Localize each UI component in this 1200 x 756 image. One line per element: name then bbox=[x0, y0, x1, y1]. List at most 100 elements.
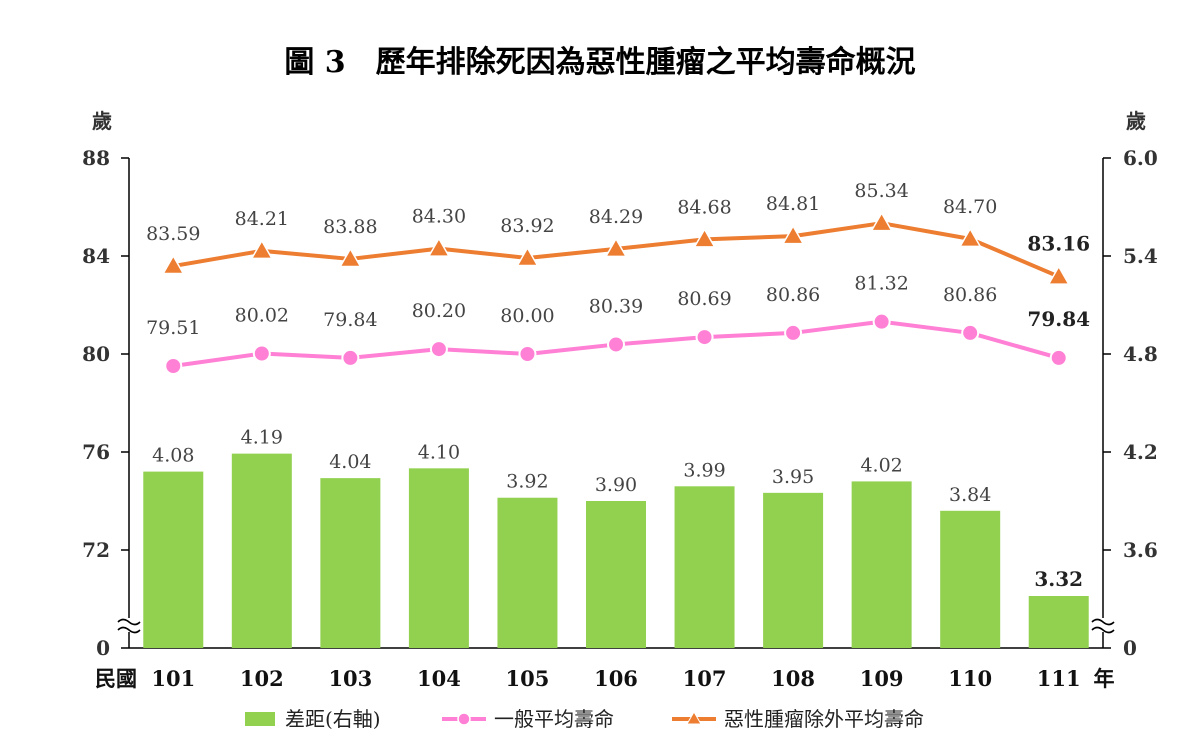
legend: 差距(右軸) 一般平均壽命 惡性腫瘤除外平均壽命 bbox=[245, 707, 924, 731]
line-value-label: 80.86 bbox=[766, 284, 820, 306]
line-value-label: 83.59 bbox=[146, 223, 200, 245]
line-series bbox=[161, 211, 1071, 376]
legend-bar-swatch bbox=[245, 712, 275, 726]
x-axis-prefix: 民國 bbox=[95, 666, 137, 691]
bar-value-label: 3.90 bbox=[595, 474, 637, 496]
bar bbox=[763, 492, 824, 648]
line-value-label: 84.70 bbox=[943, 196, 997, 218]
x-tick-label: 108 bbox=[771, 666, 815, 691]
line-point-circle bbox=[607, 335, 625, 354]
line-value-label: 79.84 bbox=[1027, 307, 1090, 331]
bar-value-label: 4.19 bbox=[241, 427, 283, 449]
right-tick-label: 0 bbox=[1123, 636, 1137, 660]
line-point-triangle bbox=[250, 239, 274, 260]
x-tick-label: 102 bbox=[240, 666, 284, 691]
x-tick-label: 109 bbox=[860, 666, 904, 691]
left-tick-label: 76 bbox=[82, 440, 110, 464]
left-tick-label: 0 bbox=[96, 636, 110, 660]
legend-circle-line-icon bbox=[442, 712, 486, 726]
line-point-triangle bbox=[1047, 265, 1071, 285]
line-value-label: 84.68 bbox=[677, 196, 731, 218]
bar-series bbox=[143, 453, 1089, 648]
x-axis-suffix: 年 bbox=[1094, 666, 1115, 691]
left-axis-break-icon bbox=[117, 618, 141, 634]
x-axis-categories: 101 102 103 104 105 106 107 108 109 110 111 bbox=[151, 666, 1080, 691]
line-point-triangle bbox=[604, 237, 628, 258]
left-axis-unit: 歲 bbox=[92, 109, 112, 133]
legend-label-general: 一般平均壽命 bbox=[494, 707, 614, 731]
left-tick-label: 84 bbox=[82, 244, 110, 268]
line-value-label: 83.16 bbox=[1027, 232, 1090, 256]
left-tick-label: 88 bbox=[82, 146, 110, 170]
bar bbox=[674, 486, 735, 648]
line-point-triangle bbox=[693, 227, 716, 248]
line-point-circle bbox=[1049, 348, 1068, 367]
x-tick-label: 111 bbox=[1037, 666, 1081, 691]
bar-value-label: 3.99 bbox=[683, 459, 725, 481]
bar bbox=[320, 478, 381, 648]
line-value-label: 83.92 bbox=[500, 215, 554, 237]
x-tick-label: 103 bbox=[328, 666, 372, 691]
line-point-triangle bbox=[870, 211, 893, 232]
line-value-label: 84.21 bbox=[235, 208, 289, 230]
right-tick-label: 4.8 bbox=[1123, 342, 1158, 366]
right-tick-label: 6.0 bbox=[1123, 146, 1158, 170]
bar-value-label: 3.92 bbox=[506, 471, 548, 493]
x-tick-label: 110 bbox=[948, 666, 992, 691]
left-tick-label: 72 bbox=[82, 538, 110, 562]
line-point-triangle bbox=[161, 254, 185, 275]
line-value-label: 80.86 bbox=[943, 284, 997, 306]
line-value-label: 80.69 bbox=[677, 288, 731, 310]
line-point-circle bbox=[784, 323, 803, 342]
bar-value-label: 4.04 bbox=[329, 451, 371, 473]
right-tick-label: 4.2 bbox=[1123, 440, 1158, 464]
right-axis-unit: 歲 bbox=[1126, 109, 1146, 133]
x-tick-label: 105 bbox=[506, 666, 550, 691]
bar-value-label: 3.84 bbox=[949, 484, 991, 506]
bar-value-label: 4.02 bbox=[860, 454, 902, 476]
line-point-circle bbox=[341, 348, 360, 367]
line-point-triangle bbox=[427, 237, 451, 257]
bar-value-label: 4.08 bbox=[152, 445, 194, 467]
line-point-triangle bbox=[339, 247, 362, 268]
line-point-circle bbox=[695, 328, 714, 347]
line-point-circle bbox=[872, 312, 891, 331]
x-tick-label: 104 bbox=[417, 666, 461, 691]
line-point-circle bbox=[518, 345, 537, 363]
right-tick-label: 3.6 bbox=[1123, 538, 1158, 562]
legend-label-excluded: 惡性腫瘤除外平均壽命 bbox=[724, 707, 924, 731]
line-value-label: 80.00 bbox=[500, 305, 554, 327]
line-point-circle bbox=[429, 340, 448, 359]
right-axis: 6.0 5.4 4.8 4.2 3.6 0 bbox=[1091, 146, 1158, 660]
line-value-label: 84.29 bbox=[589, 206, 643, 228]
bar bbox=[940, 510, 1001, 648]
bar bbox=[497, 497, 558, 648]
line-point-circle bbox=[164, 357, 183, 376]
line-value-label: 79.51 bbox=[146, 317, 200, 339]
bar bbox=[408, 468, 469, 648]
bar bbox=[851, 481, 912, 648]
line-value-label: 84.30 bbox=[412, 206, 466, 228]
left-tick-label: 80 bbox=[82, 342, 110, 366]
line-value-label: 79.84 bbox=[323, 309, 377, 331]
line-value-label: 80.20 bbox=[412, 300, 466, 322]
bar bbox=[143, 471, 204, 648]
right-tick-label: 5.4 bbox=[1123, 244, 1158, 268]
bar bbox=[231, 453, 292, 648]
right-axis-break-icon bbox=[1091, 618, 1115, 634]
line-point-circle bbox=[252, 344, 271, 363]
left-axis: 88 84 80 76 72 0 bbox=[82, 146, 141, 660]
bar-value-label: 3.95 bbox=[772, 466, 814, 488]
line-value-label: 81.32 bbox=[854, 273, 908, 295]
line-point-triangle bbox=[958, 227, 982, 248]
bar bbox=[586, 501, 646, 648]
line-value-label: 84.81 bbox=[766, 193, 820, 215]
line-value-label: 80.39 bbox=[589, 295, 643, 317]
legend-triangle-line-icon bbox=[672, 711, 716, 725]
line-value-label: 83.88 bbox=[323, 216, 377, 238]
data-labels: 4.08 4.19 4.04 4.10 3.92 3.90 3.99 3.95 4.02 3.84… bbox=[146, 180, 1090, 591]
line-value-label: 80.02 bbox=[235, 305, 289, 327]
legend-label-gap: 差距(右軸) bbox=[285, 707, 381, 731]
x-tick-label: 106 bbox=[594, 666, 638, 691]
